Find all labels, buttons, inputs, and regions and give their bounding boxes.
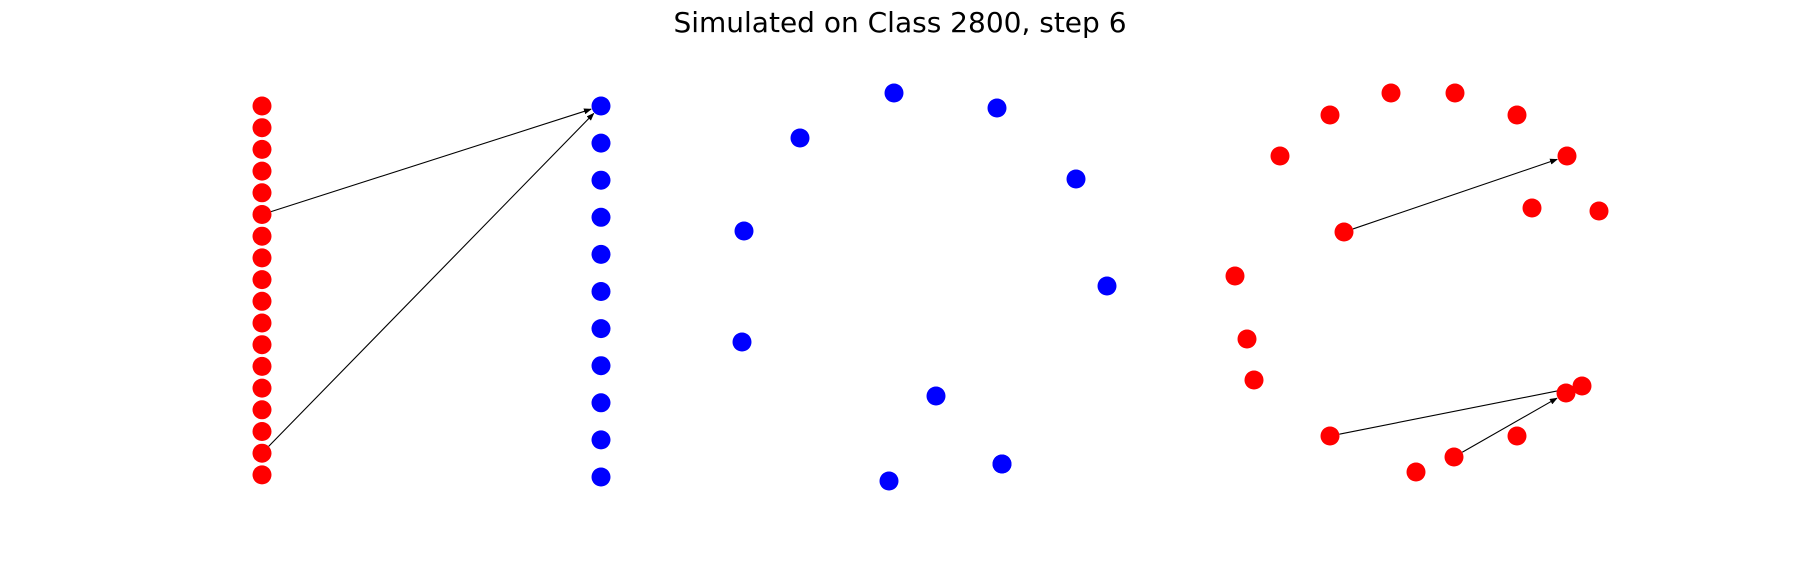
node-d6: [1589, 201, 1609, 221]
edges-layer: [268, 108, 1573, 453]
node-d13: [1444, 447, 1464, 467]
node-r10: [252, 313, 272, 333]
node-r9: [252, 291, 272, 311]
node-d17: [1572, 376, 1592, 396]
figure-title: Simulated on Class 2800, step 6: [673, 6, 1127, 39]
node-b8: [591, 393, 611, 413]
node-r8: [252, 270, 272, 290]
node-r2: [252, 139, 272, 159]
node-c7: [926, 386, 946, 406]
node-c6: [732, 332, 752, 352]
node-d15: [1522, 198, 1542, 218]
node-r1: [252, 118, 272, 138]
node-r16: [252, 443, 272, 463]
node-r15: [252, 422, 272, 441]
node-r13: [252, 378, 272, 398]
node-r6: [252, 226, 272, 246]
node-r0: [252, 96, 272, 116]
node-r12: [252, 356, 272, 376]
node-r5: [252, 205, 272, 224]
node-d0: [1381, 83, 1401, 103]
node-b9: [591, 430, 611, 450]
edge-r5-b0: [270, 108, 592, 213]
node-b2: [591, 170, 611, 190]
node-c5: [1097, 276, 1117, 296]
node-c2: [790, 128, 810, 148]
node-r3: [252, 161, 272, 181]
node-b6: [591, 319, 611, 339]
node-d8: [1237, 329, 1257, 349]
node-r14: [252, 400, 272, 420]
node-r11: [252, 335, 272, 355]
node-b0: [591, 96, 611, 116]
node-b5: [591, 282, 611, 301]
node-c9: [879, 471, 899, 491]
node-d16: [1556, 383, 1576, 403]
edge-d12-d5: [1352, 158, 1559, 230]
node-c1: [987, 98, 1007, 118]
edge-d10-d17: [1339, 386, 1573, 435]
node-b3: [591, 207, 611, 227]
node-b4: [591, 244, 611, 264]
node-d10: [1320, 426, 1340, 446]
edge-d13-d16: [1461, 397, 1558, 453]
node-d2: [1320, 105, 1340, 125]
node-d9: [1244, 370, 1264, 390]
nodes-layer: [252, 83, 1609, 491]
edge-r16-b0: [268, 112, 595, 447]
node-c4: [734, 221, 754, 241]
node-b10: [591, 467, 611, 487]
node-d14: [1507, 426, 1527, 446]
node-c3: [1066, 169, 1086, 189]
node-d5: [1557, 146, 1577, 166]
node-d7: [1225, 266, 1245, 286]
node-b1: [591, 133, 611, 153]
node-r4: [252, 183, 272, 203]
node-d1: [1445, 83, 1465, 103]
node-c0: [884, 83, 904, 103]
node-c10: [992, 454, 1012, 474]
node-b7: [591, 356, 611, 376]
node-d3: [1507, 105, 1527, 125]
node-d12: [1334, 222, 1354, 242]
node-d4: [1270, 146, 1290, 166]
node-d11: [1406, 462, 1426, 482]
node-r17: [252, 465, 272, 485]
node-r7: [252, 248, 272, 268]
